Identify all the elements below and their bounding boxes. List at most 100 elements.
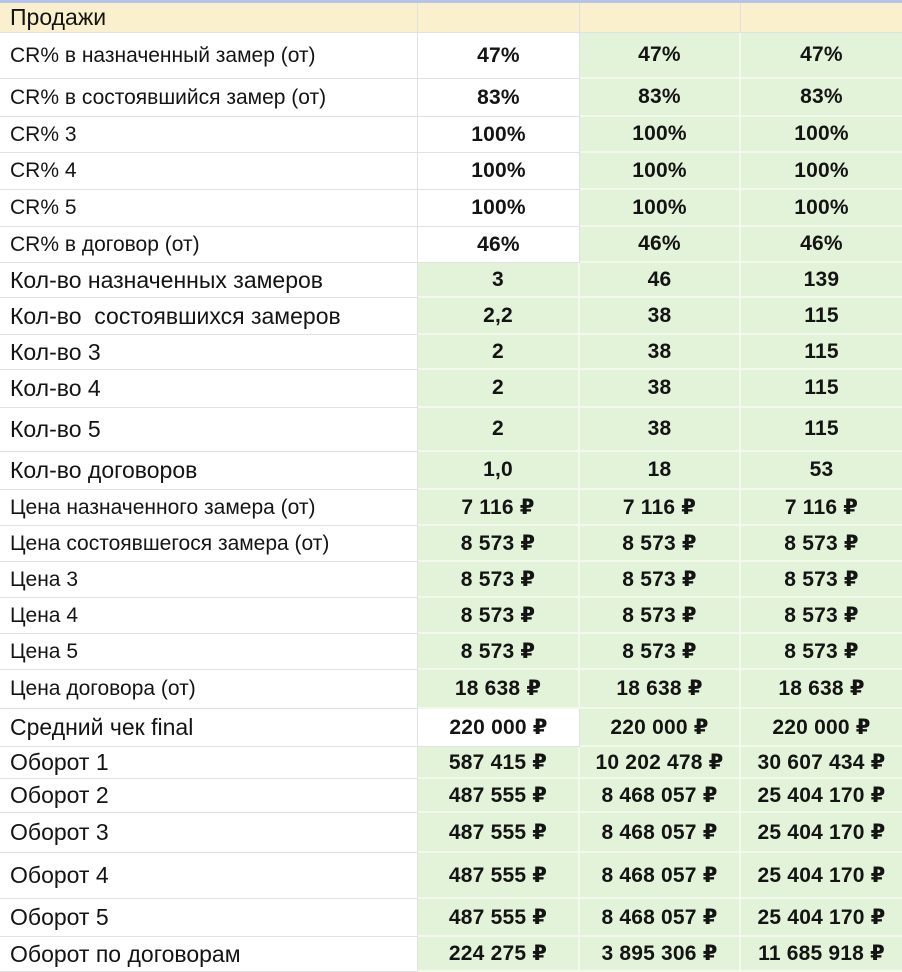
row-label-cell[interactable]: Цена договора (от) bbox=[0, 670, 418, 709]
value-cell[interactable]: 7 116 ₽ bbox=[418, 490, 580, 526]
value-cell[interactable]: 38 bbox=[580, 298, 741, 335]
row-label-cell[interactable]: CR% 5 bbox=[0, 190, 418, 227]
value-cell[interactable]: 8 573 ₽ bbox=[580, 634, 741, 670]
value-cell[interactable]: 487 555 ₽ bbox=[418, 853, 580, 899]
value-cell[interactable]: 139 bbox=[741, 263, 902, 298]
value-cell[interactable]: 8 468 057 ₽ bbox=[580, 779, 741, 813]
row-label-cell[interactable]: Средний чек final bbox=[0, 709, 418, 747]
section-title-cell[interactable]: Продажи bbox=[0, 3, 418, 33]
value-cell[interactable]: 30 607 434 ₽ bbox=[741, 747, 902, 779]
value-cell[interactable]: 8 573 ₽ bbox=[741, 598, 902, 634]
row-label-cell[interactable]: CR% 4 bbox=[0, 153, 418, 190]
value-cell[interactable]: 25 404 170 ₽ bbox=[741, 779, 902, 813]
row-label-cell[interactable]: Цена состоявшегося замера (от) bbox=[0, 526, 418, 562]
value-cell[interactable]: 220 000 ₽ bbox=[741, 709, 902, 747]
row-label-cell[interactable]: Цена 4 bbox=[0, 598, 418, 634]
value-cell[interactable]: 8 573 ₽ bbox=[418, 598, 580, 634]
value-cell[interactable]: 115 bbox=[741, 370, 902, 408]
value-cell[interactable]: 11 685 918 ₽ bbox=[741, 937, 902, 972]
value-cell[interactable]: 587 415 ₽ bbox=[418, 747, 580, 779]
row-label-cell[interactable]: Оборот 3 bbox=[0, 813, 418, 853]
value-cell[interactable]: 8 573 ₽ bbox=[418, 634, 580, 670]
header-empty-cell[interactable] bbox=[741, 3, 902, 33]
row-label-cell[interactable]: Оборот 1 bbox=[0, 747, 418, 779]
value-cell[interactable]: 100% bbox=[580, 190, 741, 227]
value-cell[interactable]: 53 bbox=[741, 452, 902, 490]
value-cell[interactable]: 1,0 bbox=[418, 452, 580, 490]
value-cell[interactable]: 8 573 ₽ bbox=[741, 562, 902, 598]
value-cell[interactable]: 8 573 ₽ bbox=[741, 526, 902, 562]
value-cell[interactable]: 83% bbox=[418, 79, 580, 117]
value-cell[interactable]: 47% bbox=[580, 33, 741, 79]
row-label-cell[interactable]: Оборот 5 bbox=[0, 899, 418, 937]
value-cell[interactable]: 100% bbox=[741, 190, 902, 227]
value-cell[interactable]: 220 000 ₽ bbox=[418, 709, 580, 747]
value-cell[interactable]: 100% bbox=[580, 117, 741, 153]
row-label-cell[interactable]: CR% 3 bbox=[0, 117, 418, 153]
value-cell[interactable]: 100% bbox=[418, 117, 580, 153]
value-cell[interactable]: 38 bbox=[580, 370, 741, 408]
row-label-cell[interactable]: CR% в договор (от) bbox=[0, 227, 418, 263]
row-label-cell[interactable]: Оборот по договорам bbox=[0, 937, 418, 972]
row-label-cell[interactable]: Цена 3 bbox=[0, 562, 418, 598]
value-cell[interactable]: 83% bbox=[580, 79, 741, 117]
value-cell[interactable]: 18 bbox=[580, 452, 741, 490]
value-cell[interactable]: 220 000 ₽ bbox=[580, 709, 741, 747]
value-cell[interactable]: 115 bbox=[741, 408, 902, 452]
row-label-cell[interactable]: CR% в состоявшийся замер (от) bbox=[0, 79, 418, 117]
value-cell[interactable]: 18 638 ₽ bbox=[741, 670, 902, 709]
value-cell[interactable]: 25 404 170 ₽ bbox=[741, 853, 902, 899]
value-cell[interactable]: 38 bbox=[580, 335, 741, 370]
value-cell[interactable]: 8 468 057 ₽ bbox=[580, 853, 741, 899]
value-cell[interactable]: 25 404 170 ₽ bbox=[741, 813, 902, 853]
value-cell[interactable]: 18 638 ₽ bbox=[580, 670, 741, 709]
value-cell[interactable]: 115 bbox=[741, 335, 902, 370]
value-cell[interactable]: 100% bbox=[418, 190, 580, 227]
value-cell[interactable]: 8 573 ₽ bbox=[418, 562, 580, 598]
value-cell[interactable]: 7 116 ₽ bbox=[580, 490, 741, 526]
value-cell[interactable]: 2 bbox=[418, 335, 580, 370]
value-cell[interactable]: 2 bbox=[418, 370, 580, 408]
value-cell[interactable]: 10 202 478 ₽ bbox=[580, 747, 741, 779]
value-cell[interactable]: 46% bbox=[580, 227, 741, 263]
value-cell[interactable]: 8 468 057 ₽ bbox=[580, 899, 741, 937]
value-cell[interactable]: 2 bbox=[418, 408, 580, 452]
value-cell[interactable]: 7 116 ₽ bbox=[741, 490, 902, 526]
value-cell[interactable]: 100% bbox=[580, 153, 741, 190]
value-cell[interactable]: 8 573 ₽ bbox=[580, 526, 741, 562]
value-cell[interactable]: 100% bbox=[741, 117, 902, 153]
value-cell[interactable]: 8 573 ₽ bbox=[580, 562, 741, 598]
value-cell[interactable]: 3 895 306 ₽ bbox=[580, 937, 741, 972]
value-cell[interactable]: 100% bbox=[741, 153, 902, 190]
value-cell[interactable]: 2,2 bbox=[418, 298, 580, 335]
value-cell[interactable]: 8 573 ₽ bbox=[741, 634, 902, 670]
value-cell[interactable]: 46% bbox=[418, 227, 580, 263]
row-label-cell[interactable]: Кол-во договоров bbox=[0, 452, 418, 490]
row-label-cell[interactable]: Оборот 4 bbox=[0, 853, 418, 899]
row-label-cell[interactable]: Кол-во 5 bbox=[0, 408, 418, 452]
value-cell[interactable]: 8 573 ₽ bbox=[580, 598, 741, 634]
row-label-cell[interactable]: Кол-во 3 bbox=[0, 335, 418, 370]
value-cell[interactable]: 38 bbox=[580, 408, 741, 452]
value-cell[interactable]: 46 bbox=[580, 263, 741, 298]
value-cell[interactable]: 100% bbox=[418, 153, 580, 190]
value-cell[interactable]: 25 404 170 ₽ bbox=[741, 899, 902, 937]
value-cell[interactable]: 487 555 ₽ bbox=[418, 779, 580, 813]
header-empty-cell[interactable] bbox=[418, 3, 580, 33]
value-cell[interactable]: 47% bbox=[741, 33, 902, 79]
value-cell[interactable]: 8 573 ₽ bbox=[418, 526, 580, 562]
header-empty-cell[interactable] bbox=[580, 3, 741, 33]
value-cell[interactable]: 487 555 ₽ bbox=[418, 899, 580, 937]
value-cell[interactable]: 224 275 ₽ bbox=[418, 937, 580, 972]
row-label-cell[interactable]: Кол-во назначенных замеров bbox=[0, 263, 418, 298]
value-cell[interactable]: 18 638 ₽ bbox=[418, 670, 580, 709]
row-label-cell[interactable]: Цена 5 bbox=[0, 634, 418, 670]
row-label-cell[interactable]: Кол-во 4 bbox=[0, 370, 418, 408]
value-cell[interactable]: 115 bbox=[741, 298, 902, 335]
value-cell[interactable]: 83% bbox=[741, 79, 902, 117]
value-cell[interactable]: 487 555 ₽ bbox=[418, 813, 580, 853]
value-cell[interactable]: 3 bbox=[418, 263, 580, 298]
value-cell[interactable]: 46% bbox=[741, 227, 902, 263]
value-cell[interactable]: 47% bbox=[418, 33, 580, 79]
row-label-cell[interactable]: Кол-во состоявшихся замеров bbox=[0, 298, 418, 335]
